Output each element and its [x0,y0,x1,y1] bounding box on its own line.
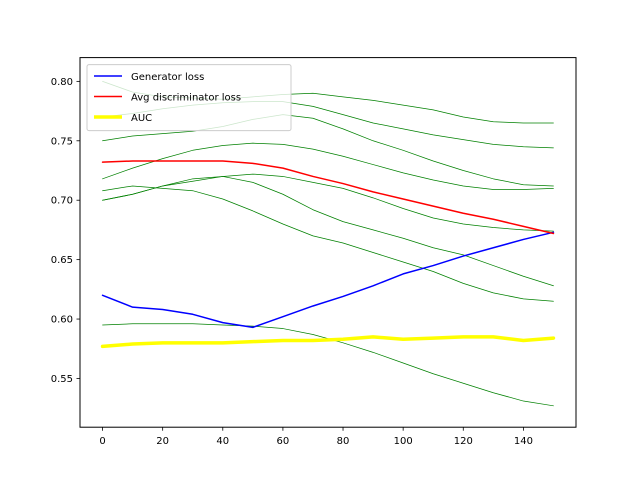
x-axis: 0 20 40 60 80 100 120 140 [99,427,533,447]
series-line-9 [102,176,554,287]
legend-label: Generator loss [131,72,204,83]
x-tick-label: 80 [337,436,350,447]
x-tick-label: 20 [156,436,169,447]
legend-label: Avg discriminator loss [131,93,241,104]
y-tick-label: 0.70 [51,196,73,207]
series-line-8 [102,173,554,232]
x-tick-label: 120 [454,436,473,447]
legend: Generator loss Avg discriminator loss AUC [86,64,292,132]
x-tick-label: 100 [394,436,413,447]
x-tick-label: 40 [216,436,229,447]
plot-frame [79,57,577,428]
x-tick-label: 60 [277,436,290,447]
series-avg-discriminator-loss [101,160,555,235]
y-tick-label: 0.75 [51,136,73,147]
legend-box [86,64,292,132]
legend-label: AUC [131,113,152,124]
x-tick-label: 140 [514,436,533,447]
x-tick-label: 0 [99,436,105,447]
y-tick-label: 0.60 [51,315,73,326]
series-auc [100,335,556,349]
series-generator-loss [101,231,555,329]
y-tick-label: 0.55 [51,374,73,385]
y-tick-label: 0.65 [51,255,73,266]
y-tick-label: 0.80 [51,77,73,88]
series-line-10 [102,185,554,302]
series-line-6 [102,114,554,187]
series-line-7 [102,142,554,190]
y-axis: 0.55 0.60 0.65 0.70 0.75 0.80 [51,77,80,385]
